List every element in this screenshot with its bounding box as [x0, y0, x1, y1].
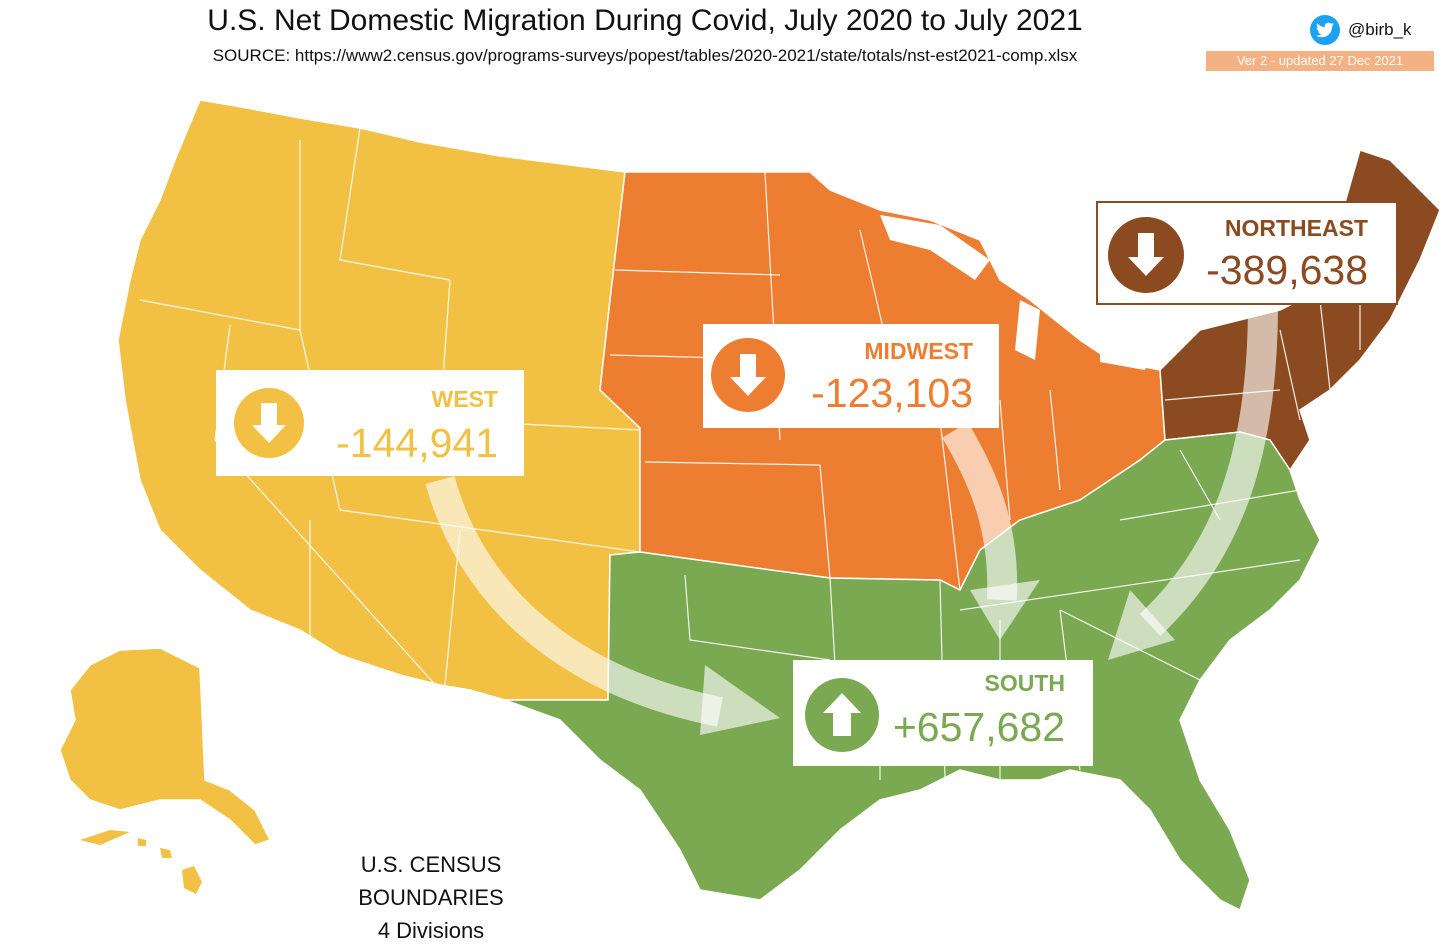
source-line: SOURCE: https://www2.census.gov/programs… [212, 46, 1078, 65]
arrow-down-icon [234, 388, 304, 458]
flow-arrowhead-west [700, 665, 780, 735]
arrow-up-icon [805, 678, 879, 752]
version-badge: Ver 2 - updated 27 Dec 2021 [1206, 51, 1434, 71]
northeast-stat-box: NORTHEAST -389,638 [1096, 201, 1398, 305]
south-stat-box: SOUTH +657,682 [793, 660, 1093, 766]
arrow-down-icon [1108, 217, 1184, 293]
west-stat-box: WEST -144,941 [216, 370, 524, 476]
west-label: WEST [431, 386, 498, 412]
northeast-label: NORTHEAST [1224, 215, 1368, 241]
midwest-value: -123,103 [811, 370, 973, 416]
flow-arrowheads [700, 580, 1175, 735]
twitter-credit[interactable]: @birb_k [1310, 14, 1444, 46]
region-west-shape [59, 99, 641, 894]
census-boundaries-caption: U.S. CENSUS BOUNDARIES 4 Divisions [306, 848, 556, 947]
northeast-value: -389,638 [1206, 247, 1368, 293]
midwest-label: MIDWEST [864, 338, 973, 364]
page-title: U.S. Net Domestic Migration During Covid… [207, 4, 1083, 37]
flow-arrowhead-northeast [1108, 590, 1175, 660]
twitter-bird-icon [1310, 15, 1340, 45]
south-value: +657,682 [892, 704, 1065, 750]
arrow-down-icon [711, 338, 785, 412]
twitter-handle[interactable]: @birb_k [1348, 20, 1412, 39]
flow-arrow-northeast [1139, 309, 1278, 636]
west-value: -144,941 [336, 420, 498, 466]
caption-line-2: 4 Divisions [377, 918, 485, 943]
caption-line-1: U.S. CENSUS BOUNDARIES [358, 852, 504, 910]
flow-arrows [425, 309, 1278, 727]
flow-arrowhead-midwest [970, 580, 1040, 640]
south-label: SOUTH [984, 670, 1066, 696]
flow-arrow-west [425, 475, 723, 727]
region-northeast-shape [1159, 149, 1441, 472]
flow-arrow-midwest [942, 422, 1018, 601]
midwest-stat-box: MIDWEST -123,103 [703, 324, 999, 428]
